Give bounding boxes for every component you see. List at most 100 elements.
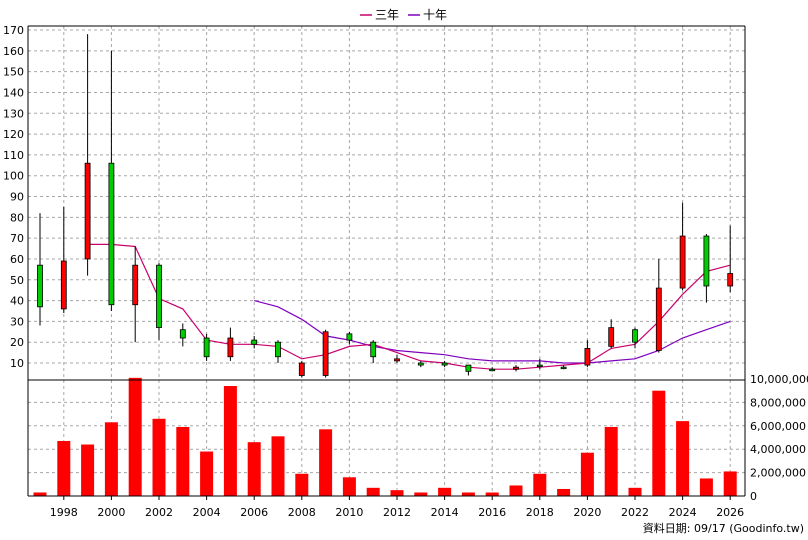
candle-body [727,273,734,287]
candle-body [679,235,686,289]
candle-body [441,362,448,366]
candle-body [465,364,472,372]
price-tick-label: 40 [10,295,24,308]
volume-bar [319,429,333,496]
candlesticks [37,34,734,378]
candle-body [203,337,210,358]
volume-bar [342,477,356,496]
candle-body [346,333,353,341]
year-tick-label: 2024 [669,506,697,519]
candle-body [179,329,186,339]
legend-label-ma3: 三年 [375,8,399,22]
year-tick-label: 2026 [716,506,744,519]
year-tick-label: 2006 [240,506,268,519]
volume-bar [247,442,261,496]
volume-bar [509,485,523,496]
moving-average-lines [87,243,731,370]
candle-body [370,341,377,358]
price-tick-label: 60 [10,253,24,266]
year-tick-label: 1998 [50,506,78,519]
volume-bar [104,422,118,496]
price-tick-label: 70 [10,232,24,245]
volume-bar [200,451,214,496]
year-tick-label: 2000 [97,506,125,519]
volume-tick-label: 4,000,000 [750,443,806,456]
price-tick-label: 150 [3,66,24,79]
volume-bar [676,421,690,496]
candle-body [584,348,591,366]
volume-bar [533,473,547,496]
year-tick-label: 2018 [526,506,554,519]
price-tick-label: 10 [10,357,24,370]
candle-body [132,264,139,306]
price-tick-label: 100 [3,170,24,183]
volume-tick-label: 10,000,000 [750,373,808,386]
volume-bar [152,418,166,496]
price-tick-label: 170 [3,24,24,37]
volume-bar [390,490,404,496]
year-tick-label: 2012 [383,506,411,519]
volume-bar [271,436,285,496]
price-tick-label: 130 [3,107,24,120]
price-tick-label: 20 [10,336,24,349]
candle-body [37,264,43,308]
volume-bar [57,441,71,496]
volume-bar [295,473,309,496]
candle-body [251,339,258,345]
legend: 三年 十年 [360,8,447,22]
plot-frame [27,25,746,497]
candle-body [322,331,329,376]
volume-bar [652,390,666,496]
volume-bar [176,426,190,496]
candle-body [298,362,305,376]
year-tick-label: 2014 [431,506,459,519]
candle-body [417,362,424,366]
volume-bar [699,478,713,496]
year-tick-label: 2002 [145,506,173,519]
volume-tick-label: 6,000,000 [750,420,806,433]
price-tick-label: 80 [10,211,24,224]
volume-bar [604,426,618,496]
volume-tick-label: 0 [750,490,757,503]
candle-body [227,337,234,358]
volume-bar [33,492,47,496]
volume-bar [723,471,737,496]
price-tick-label: 30 [10,315,24,328]
volume-tick-label: 2,000,000 [750,467,806,480]
x-axis: 1998 2000 2002 2004 2006 2008 2010 2012 2014 2016… [50,496,744,519]
legend-label-ma10: 十年 [423,8,447,22]
year-tick-label: 2004 [193,506,221,519]
ma10-line [254,300,731,364]
volume-tick-label: 8,000,000 [750,396,806,409]
candle-body [156,264,162,329]
ma3-line [87,243,731,370]
year-tick-label: 2010 [335,506,363,519]
candle-body [513,366,519,370]
candle-body [275,341,281,358]
year-tick-label: 2016 [478,506,506,519]
volume-bar [461,492,475,496]
volume-bar [366,487,380,496]
candle-body [108,162,115,306]
candle-body [84,162,91,260]
volume-bar [128,377,142,496]
volume-bar [438,487,452,496]
volume-bars [33,377,737,496]
candle-body [560,366,567,370]
candle-body [608,327,615,347]
volume-bar [628,487,642,496]
price-tick-label: 120 [3,128,24,141]
price-tick-label: 90 [10,191,24,204]
year-tick-label: 2020 [573,506,601,519]
price-tick-label: 140 [3,86,24,99]
candle-body [655,287,662,351]
volume-bar [81,444,95,496]
candle-body [489,368,496,372]
year-tick-label: 2022 [621,506,649,519]
candle-body [394,358,400,362]
volume-bar [557,488,571,496]
year-tick-label: 2008 [288,506,316,519]
candle-body [703,235,710,287]
candle-body [60,260,67,310]
